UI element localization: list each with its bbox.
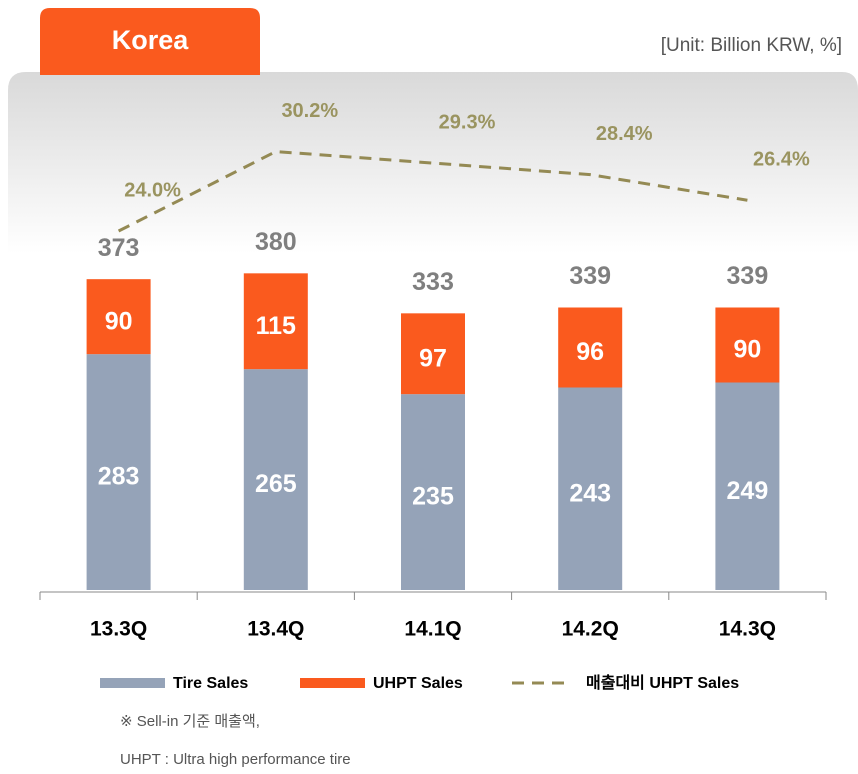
legend-swatch <box>300 678 365 688</box>
x-tick-label: 14.1Q <box>404 618 461 641</box>
line-label: 30.2% <box>281 100 338 122</box>
total-label: 380 <box>255 228 297 256</box>
value-label: 235 <box>412 483 454 511</box>
line-label: 24.0% <box>124 179 181 201</box>
legend-label: 매출대비 UHPT Sales <box>586 674 739 692</box>
line-label: 28.4% <box>596 123 653 145</box>
bar-segment <box>401 313 465 395</box>
unit: [Unit: Billion KRW, %] <box>661 35 842 56</box>
legend-label: UHPT Sales <box>373 675 463 692</box>
bar-segment <box>86 279 151 355</box>
value-label: 283 <box>98 463 140 491</box>
bar-segment <box>558 307 623 388</box>
x-tick-label: 14.3Q <box>719 618 776 641</box>
total-label: 339 <box>569 262 611 290</box>
bar-segment <box>715 307 780 383</box>
bar-segment <box>401 394 465 590</box>
total-label: 339 <box>727 262 769 290</box>
value-label: 115 <box>256 312 296 340</box>
tab <box>40 8 260 75</box>
bar-segment <box>86 354 151 590</box>
bar-segment <box>558 387 623 590</box>
bar-segment <box>243 369 308 590</box>
note: UHPT : Ultra high performance tire <box>120 751 351 768</box>
line-label: 29.3% <box>439 111 496 133</box>
bar-segment <box>243 273 308 370</box>
line-label: 26.4% <box>753 149 810 171</box>
value-label: 265 <box>255 470 297 498</box>
value-label: 90 <box>105 307 133 335</box>
tab-title: Korea <box>112 25 190 55</box>
x-tick-label: 13.3Q <box>90 618 147 641</box>
value-label: 243 <box>569 479 611 507</box>
legend-label: Tire Sales <box>173 675 248 692</box>
value-label: 249 <box>727 477 769 505</box>
value-label: 97 <box>419 344 447 372</box>
value-label: 96 <box>576 338 604 366</box>
x-tick-label: 14.2Q <box>562 618 619 641</box>
line-series <box>117 150 748 233</box>
legend-swatch <box>100 678 165 688</box>
bar-segment <box>715 382 780 590</box>
x-tick-label: 13.4Q <box>247 618 304 641</box>
note: ※ Sell-in 기준 매출액, <box>120 713 260 730</box>
value-label: 90 <box>733 336 761 364</box>
total-label: 333 <box>412 268 454 296</box>
total-label: 373 <box>98 234 140 262</box>
